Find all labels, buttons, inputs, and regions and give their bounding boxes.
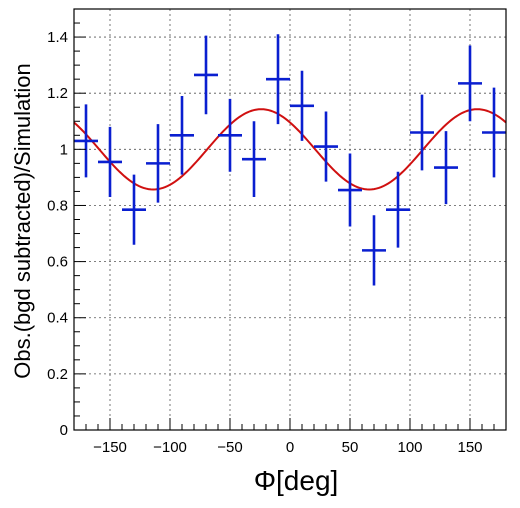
y-tick-label: 1: [60, 141, 68, 158]
data-points-layer: [74, 34, 506, 286]
x-tick-label: −100: [153, 439, 187, 456]
x-tick-label: 150: [457, 439, 482, 456]
data-point: [314, 111, 338, 182]
data-point: [434, 131, 458, 205]
grid: [74, 9, 506, 430]
fit-curve: [73, 108, 507, 191]
x-axis-label: Φ[deg]: [254, 465, 339, 496]
y-axis-label: Obs.(bgd subtracted)/Simulation: [10, 63, 35, 379]
data-point: [146, 124, 170, 203]
data-point: [122, 174, 146, 245]
data-point: [218, 98, 242, 172]
data-point: [338, 153, 362, 227]
data-point: [170, 96, 194, 175]
x-tick-label: 0: [286, 439, 294, 456]
tick-labels: −150 −100 −50 0 50 100 150 0 0.2 0.4 0.6 0.8 1 1.2 1.4: [47, 29, 482, 456]
axis-ticks: [73, 8, 507, 431]
y-tick-label: 1.4: [47, 29, 68, 46]
data-point: [74, 104, 98, 178]
y-tick-label: 0.6: [47, 254, 68, 271]
data-point: [266, 34, 290, 125]
y-tick-label: 0: [60, 422, 68, 439]
data-point: [386, 171, 410, 248]
data-point: [194, 35, 218, 115]
data-point: [458, 45, 482, 122]
data-point: [410, 94, 434, 171]
x-tick-label: 100: [397, 439, 422, 456]
data-point: [482, 87, 506, 178]
x-tick-label: −50: [217, 439, 242, 456]
y-tick-label: 0.2: [47, 366, 68, 383]
y-tick-label: 0.8: [47, 197, 68, 214]
y-tick-label: 1.2: [47, 85, 68, 102]
x-tick-label: 50: [342, 439, 359, 456]
data-point: [242, 121, 266, 198]
fit-curve-layer: [73, 108, 507, 191]
data-point: [290, 70, 314, 141]
y-tick-label: 0.4: [47, 310, 68, 327]
x-tick-label: −150: [93, 439, 127, 456]
data-point: [98, 126, 122, 198]
data-point: [362, 215, 386, 286]
